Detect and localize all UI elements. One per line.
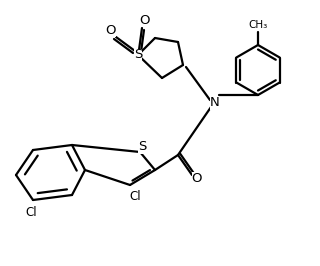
Text: CH₃: CH₃ <box>248 20 268 30</box>
Text: O: O <box>106 23 116 36</box>
Text: O: O <box>140 14 150 27</box>
Text: N: N <box>210 97 220 110</box>
Text: S: S <box>134 48 142 61</box>
Text: S: S <box>138 140 146 153</box>
Text: Cl: Cl <box>129 190 141 203</box>
Text: Cl: Cl <box>25 206 37 218</box>
Text: O: O <box>192 172 202 185</box>
